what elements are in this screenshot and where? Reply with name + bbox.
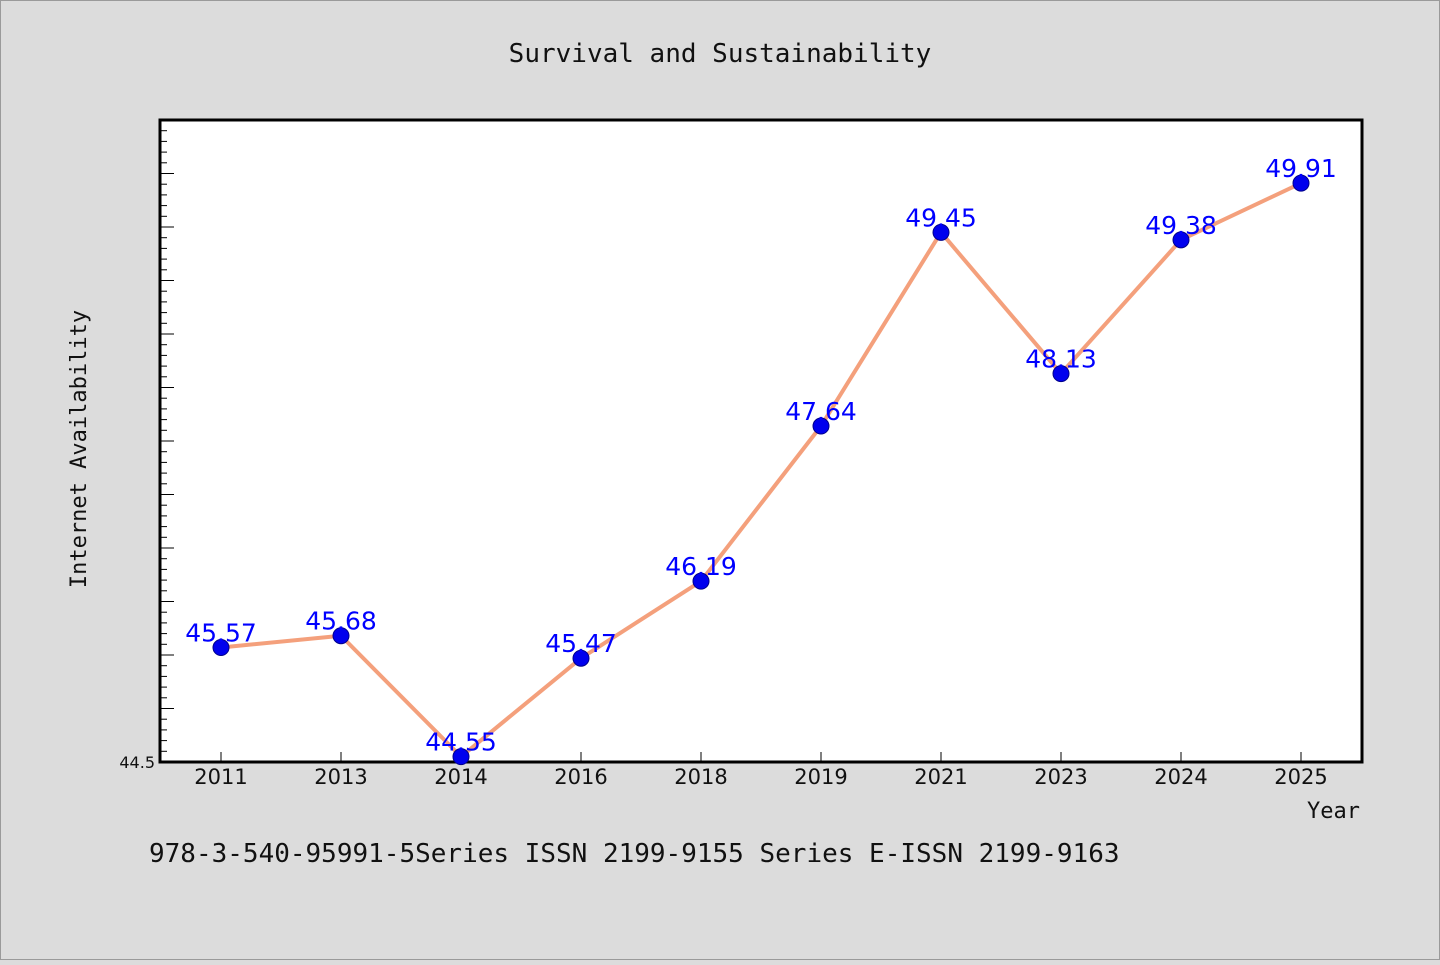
series-line xyxy=(220,181,1302,759)
data-label: 49.38 xyxy=(1145,211,1217,240)
chart-title: Survival and Sustainability xyxy=(509,39,932,69)
x-axis-label: Year xyxy=(1307,799,1360,824)
x-tick-label: 2025 xyxy=(1274,765,1327,789)
x-tick-label: 2016 xyxy=(554,765,607,789)
data-point xyxy=(1292,174,1310,192)
data-label: 49.91 xyxy=(1265,154,1337,183)
data-point xyxy=(212,639,230,657)
data-point xyxy=(812,417,830,435)
data-label: 49.45 xyxy=(905,203,977,232)
y-axis-ticks: 44.5 xyxy=(119,119,174,772)
data-point xyxy=(1172,231,1190,249)
x-tick-label: 2011 xyxy=(194,765,247,789)
x-tick-label: 2021 xyxy=(914,765,967,789)
y-tick-label: 44.5 xyxy=(119,753,155,772)
data-markers xyxy=(212,174,1310,766)
x-axis-ticks: 2011 2013 2014 2016 2018 2019 2021 2023 2024 2025 xyxy=(194,752,1328,789)
x-tick-label: 2018 xyxy=(674,765,727,789)
data-point xyxy=(572,649,590,667)
data-label: 45.57 xyxy=(185,619,257,648)
footer-text: 978-3-540-95991-5Series ISSN 2199-9155 S… xyxy=(149,839,1120,869)
data-point xyxy=(332,627,350,645)
y-axis-label: Internet Availability xyxy=(67,310,92,588)
data-point xyxy=(452,748,470,766)
data-label: 47.64 xyxy=(785,397,857,426)
data-label: 45.68 xyxy=(305,607,377,636)
x-tick-label: 2013 xyxy=(314,765,367,789)
x-tick-label: 2024 xyxy=(1154,765,1207,789)
data-label: 44.55 xyxy=(425,728,497,757)
data-label: 45.47 xyxy=(545,629,617,658)
data-label: 48.13 xyxy=(1025,345,1097,374)
data-point xyxy=(1052,365,1070,383)
x-tick-label: 2014 xyxy=(434,765,487,789)
data-labels: 45.57 45.68 44.55 45.47 46.19 47.64 49.45 48.13… xyxy=(185,154,1337,757)
x-tick-label: 2023 xyxy=(1034,765,1087,789)
x-tick-label: 2019 xyxy=(794,765,847,789)
data-label: 46.19 xyxy=(665,552,737,581)
data-point xyxy=(932,223,950,241)
data-point xyxy=(692,572,710,590)
